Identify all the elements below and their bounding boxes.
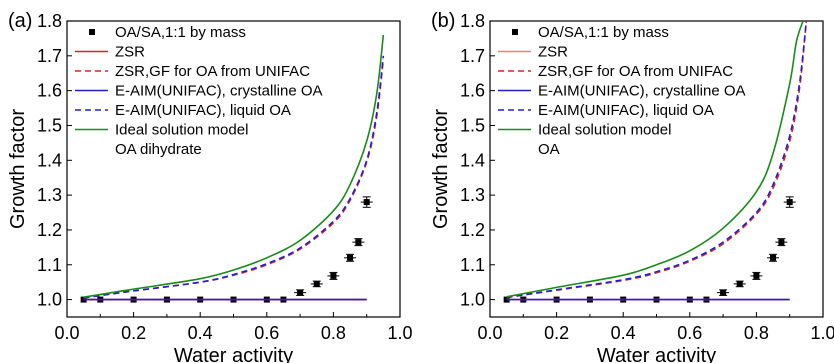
data-point [313,280,320,287]
panel-label: (b) [431,10,455,32]
legend-label: E-AIM(UNIFAC), liquid OA [538,102,714,119]
legend: OA/SA,1:1 by mass ZSR ZSR,GF for OA from U… [498,24,746,158]
data-point [363,199,370,206]
y-tick-label: 1.6 [37,81,62,101]
panel-b: 0.0 0.2 0.4 0.6 0.8 1.0 1.0 1.1 1.2 1.3 1.4 1.5 1.6 1… [430,10,834,363]
y-tick-label: 1.7 [460,46,485,66]
legend-label: Ideal solution model [115,122,248,139]
legend-extra-label: OA [538,141,560,158]
y-tick-label: 1.5 [37,115,62,135]
legend-label: OA/SA,1:1 by mass [538,24,669,41]
y-tick-label: 1.2 [37,220,62,240]
legend-marker [89,29,95,35]
legend-label: ZSR,GF for OA from UNIFAC [538,63,733,80]
legend-extra-label: OA dihydrate [115,141,202,158]
y-tick-label: 1.7 [37,46,62,66]
legend-label: ZSR [538,44,568,61]
panel-a: 0.0 0.2 0.4 0.6 0.8 1.0 1.0 1.1 1.2 1.3 1.4 1.5 1.6 1… [7,10,413,363]
y-tick-label: 1.8 [460,11,485,31]
y-tick-label: 1.0 [37,290,62,310]
y-tick-label: 1.1 [37,255,62,275]
x-tick-label: 0.6 [254,323,279,343]
x-tick-label: 0.8 [744,323,769,343]
legend-label: ZSR,GF for OA from UNIFAC [115,63,310,80]
x-tick-label: 0.6 [677,323,702,343]
y-tick-label: 1.3 [460,185,485,205]
data-point [347,254,354,261]
x-tick-label: 0.0 [54,323,79,343]
data-point [753,272,760,279]
legend-label: OA/SA,1:1 by mass [115,24,246,41]
data-point [297,289,304,296]
data-point [355,239,362,246]
data-point [778,239,785,246]
legend-label: ZSR [115,44,145,61]
panel-label: (a) [8,10,32,32]
x-tick-label: 0.2 [544,323,569,343]
legend-marker [512,29,518,35]
x-tick-label: 0.8 [321,323,346,343]
x-tick-label: 1.0 [810,323,834,343]
series-line [506,21,808,299]
x-tick-label: 0.2 [121,323,146,343]
x-axis-label: Water activity [174,345,293,363]
y-tick-label: 1.4 [460,150,485,170]
legend-label: Ideal solution model [538,122,671,139]
data-point [736,280,743,287]
x-axis-label: Water activity [597,345,716,363]
y-tick-label: 1.2 [460,220,485,240]
y-tick-label: 1.5 [460,115,485,135]
y-tick-label: 1.3 [37,185,62,205]
y-tick-label: 1.4 [37,150,62,170]
plot-area [503,21,808,303]
legend-label: E-AIM(UNIFAC), liquid OA [115,102,291,119]
data-point [786,199,793,206]
data-point [720,289,727,296]
legend: OA/SA,1:1 by mass ZSR ZSR,GF for OA from U… [75,24,323,158]
plot-area [80,34,385,303]
legend-label: E-AIM(UNIFAC), crystalline OA [115,83,323,100]
y-tick-label: 1.8 [37,11,62,31]
series-line [83,34,385,298]
x-tick-label: 0.4 [188,323,213,343]
series-line [506,21,804,298]
data-point [330,272,337,279]
x-tick-label: 1.0 [387,323,412,343]
y-tick-label: 1.1 [460,255,485,275]
legend-label: E-AIM(UNIFAC), crystalline OA [538,83,746,100]
x-tick-label: 0.0 [477,323,502,343]
data-point [770,254,777,261]
y-axis-label: Growth factor [7,109,29,229]
y-axis-label: Growth factor [430,109,452,229]
series-line [83,55,385,299]
y-tick-label: 1.6 [460,81,485,101]
x-tick-label: 0.4 [611,323,636,343]
y-tick-label: 1.0 [460,290,485,310]
series-line [506,21,808,299]
